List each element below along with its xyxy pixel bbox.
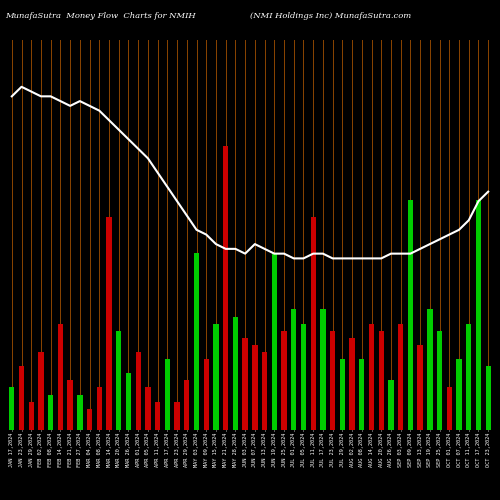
Bar — [68, 380, 73, 430]
Bar — [359, 359, 364, 430]
Bar — [446, 388, 452, 430]
Bar — [58, 324, 63, 430]
Bar — [456, 359, 462, 430]
Bar — [272, 252, 277, 430]
Bar — [126, 374, 131, 430]
Bar — [320, 310, 326, 430]
Bar — [145, 388, 150, 430]
Bar — [427, 310, 432, 430]
Bar — [164, 359, 170, 430]
Bar — [398, 324, 404, 430]
Bar — [96, 388, 102, 430]
Bar — [204, 359, 209, 430]
Bar — [262, 352, 268, 430]
Bar — [155, 402, 160, 430]
Bar — [116, 330, 121, 430]
Bar — [437, 330, 442, 430]
Bar — [184, 380, 190, 430]
Bar — [214, 324, 218, 430]
Bar — [174, 402, 180, 430]
Text: (NMI Holdings Inc) MunafaSutra.com: (NMI Holdings Inc) MunafaSutra.com — [250, 12, 411, 20]
Bar — [48, 394, 54, 430]
Bar — [28, 402, 34, 430]
Bar — [194, 252, 199, 430]
Bar — [19, 366, 24, 430]
Bar — [136, 352, 141, 430]
Bar — [252, 345, 258, 430]
Bar — [378, 330, 384, 430]
Text: MunafaSutra  Money Flow  Charts for NMIH: MunafaSutra Money Flow Charts for NMIH — [5, 12, 196, 20]
Bar — [330, 330, 336, 430]
Bar — [106, 218, 112, 430]
Bar — [388, 380, 394, 430]
Bar — [223, 146, 228, 430]
Bar — [350, 338, 355, 430]
Bar — [232, 316, 238, 430]
Bar — [466, 324, 471, 430]
Bar — [38, 352, 44, 430]
Bar — [340, 359, 345, 430]
Bar — [242, 338, 248, 430]
Bar — [476, 200, 481, 430]
Bar — [87, 408, 92, 430]
Bar — [408, 200, 413, 430]
Bar — [418, 345, 423, 430]
Bar — [77, 394, 82, 430]
Bar — [291, 310, 296, 430]
Bar — [282, 330, 286, 430]
Bar — [310, 218, 316, 430]
Bar — [9, 388, 15, 430]
Bar — [486, 366, 491, 430]
Bar — [301, 324, 306, 430]
Bar — [369, 324, 374, 430]
